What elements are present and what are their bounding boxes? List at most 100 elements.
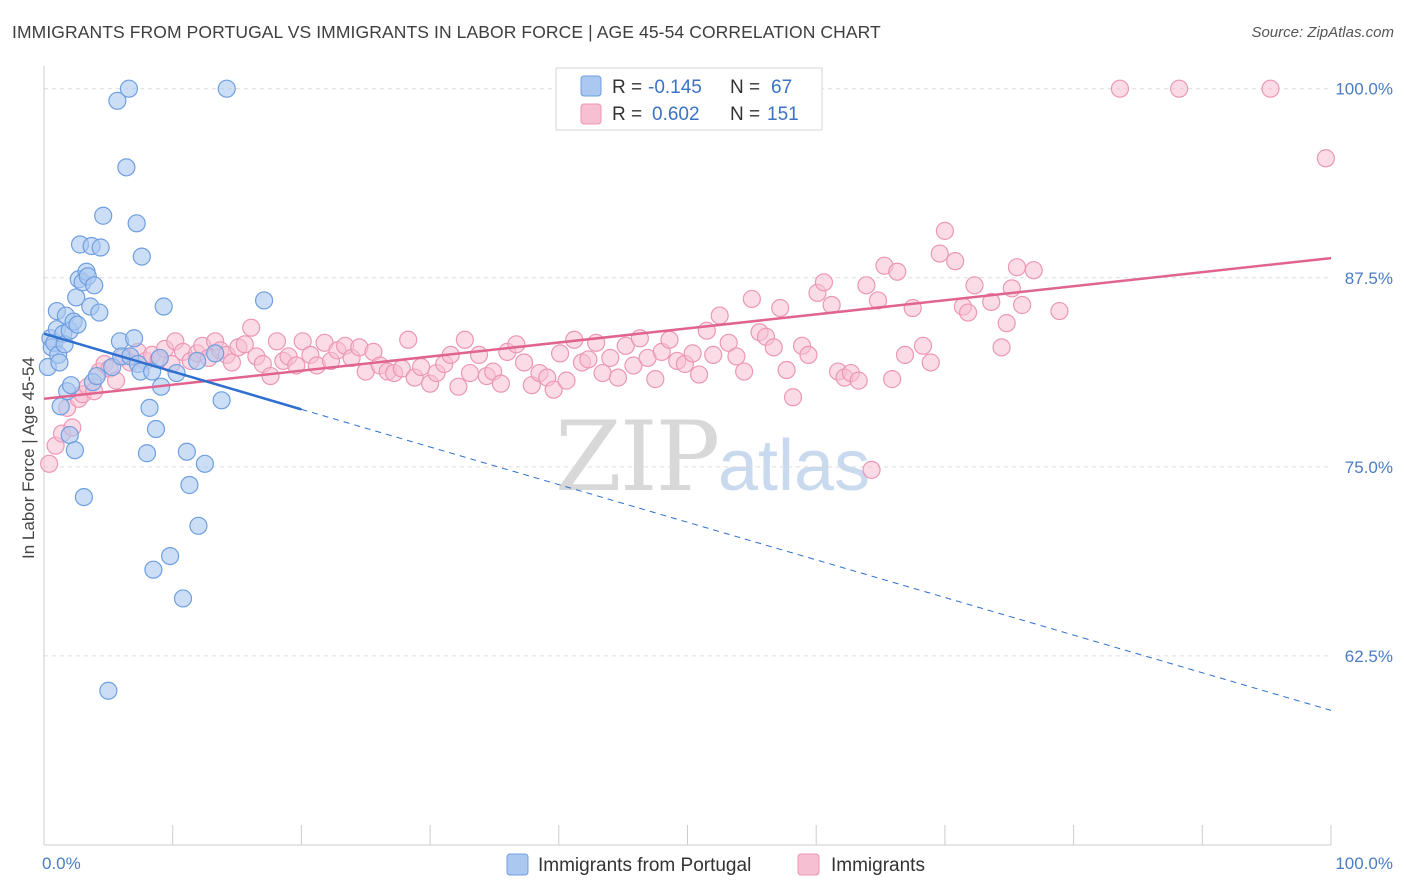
immigrants-point bbox=[935, 221, 955, 240]
tick-labels: 62.5% 75.0% 87.5% 100.0% 0.0% 100.0% bbox=[42, 80, 1393, 873]
legend-r-value-1: -0.145 bbox=[648, 77, 702, 98]
portugal-point bbox=[188, 351, 207, 371]
portugal-point bbox=[195, 454, 214, 473]
immigrants-point bbox=[1316, 149, 1335, 168]
immigrants-point bbox=[491, 374, 510, 393]
portugal-point bbox=[173, 589, 193, 608]
immigrants-point bbox=[946, 252, 965, 271]
immigrants-point bbox=[660, 330, 679, 349]
immigrants-point bbox=[799, 345, 818, 365]
immigrants-point bbox=[1110, 79, 1130, 98]
portugal-point bbox=[217, 79, 236, 98]
immigrants-point bbox=[507, 335, 526, 354]
portugal-point bbox=[177, 442, 196, 461]
immigrants-point bbox=[593, 363, 612, 383]
portugal-point bbox=[154, 297, 173, 316]
immigrants-point bbox=[849, 371, 868, 390]
immigrants-point bbox=[460, 363, 480, 383]
portugal-point bbox=[85, 276, 104, 295]
immigrants-point bbox=[857, 276, 876, 295]
immigrants-point bbox=[1170, 79, 1189, 98]
immigrants-point bbox=[267, 332, 287, 351]
immigrants-point bbox=[814, 273, 834, 292]
immigrants-point bbox=[913, 336, 933, 355]
immigrants-point bbox=[710, 306, 729, 325]
watermark: ZIP atlas bbox=[555, 401, 870, 513]
legend-n-value-2: 151 bbox=[767, 104, 799, 125]
portugal-point bbox=[94, 206, 113, 225]
immigrants-point bbox=[1050, 301, 1069, 321]
immigrants-trend-line bbox=[43, 256, 1332, 401]
portugal-point bbox=[254, 291, 274, 310]
immigrants-point bbox=[895, 345, 915, 365]
legend-n-label-2: N = bbox=[730, 104, 760, 125]
immigrants-point bbox=[455, 330, 474, 349]
immigrants-point bbox=[868, 291, 888, 310]
legend-r-label-1: R = bbox=[612, 77, 642, 98]
portugal-point bbox=[90, 303, 109, 322]
portugal-point bbox=[61, 376, 81, 395]
portugal-point bbox=[50, 353, 69, 372]
portugal-point bbox=[108, 91, 127, 110]
immigrants-point bbox=[783, 388, 803, 407]
immigrants-point bbox=[997, 314, 1016, 333]
bottom-legend-swatch-portugal bbox=[506, 853, 529, 876]
portugal-point bbox=[144, 560, 163, 579]
immigrants-point bbox=[764, 338, 783, 357]
immigrants-points bbox=[40, 79, 1335, 479]
portugal-point bbox=[87, 366, 106, 386]
portugal-point bbox=[206, 344, 225, 363]
x-tick-label-1: 100.0% bbox=[1335, 854, 1393, 873]
trend-lines bbox=[43, 256, 1332, 711]
source-credit: Source: ZipAtlas.com bbox=[1251, 24, 1394, 41]
immigrants-point bbox=[608, 368, 628, 387]
portugal-point bbox=[140, 398, 159, 417]
portugal-point bbox=[132, 247, 151, 266]
watermark-atlas: atlas bbox=[718, 426, 870, 506]
immigrants-point bbox=[624, 356, 643, 375]
legend-n-value-1: 67 bbox=[771, 77, 792, 98]
immigrants-point bbox=[550, 344, 570, 363]
bottom-legend: Immigrants from Portugal Immigrants bbox=[506, 853, 925, 876]
watermark-zip: ZIP bbox=[555, 401, 718, 513]
immigrants-point bbox=[579, 350, 598, 369]
immigrants-point bbox=[616, 336, 635, 355]
y-tick-label-0: 62.5% bbox=[1345, 647, 1393, 666]
immigrants-point bbox=[719, 333, 738, 352]
portugal-point bbox=[99, 681, 118, 700]
portugal-point bbox=[91, 238, 110, 257]
immigrants-point bbox=[888, 262, 907, 281]
portugal-point bbox=[68, 315, 87, 334]
y-tick-label-3: 100.0% bbox=[1335, 80, 1393, 99]
portugal-point bbox=[146, 419, 166, 439]
immigrants-point bbox=[469, 345, 489, 365]
immigrants-point bbox=[735, 362, 754, 381]
immigrants-point bbox=[242, 318, 261, 337]
immigrants-point bbox=[557, 371, 576, 390]
portugal-point bbox=[117, 158, 136, 177]
immigrants-point bbox=[771, 298, 790, 318]
portugal-point bbox=[51, 397, 70, 416]
portugal-point bbox=[150, 348, 169, 368]
legend-swatch-portugal bbox=[580, 75, 602, 97]
immigrants-point bbox=[883, 370, 902, 389]
legend-r-value-2: 0.602 bbox=[652, 104, 700, 125]
legend-n-label-1: N = bbox=[730, 77, 760, 98]
immigrants-point bbox=[399, 330, 418, 349]
axes bbox=[43, 66, 1332, 846]
y-axis-label: In Labor Force | Age 45-54 bbox=[19, 357, 38, 559]
portugal-point bbox=[127, 214, 146, 233]
bottom-legend-swatch-immigrants bbox=[797, 853, 820, 876]
immigrants-point bbox=[222, 353, 242, 372]
chart-title: IMMIGRANTS FROM PORTUGAL VS IMMIGRANTS I… bbox=[12, 22, 881, 42]
immigrants-point bbox=[742, 289, 761, 309]
immigrants-point bbox=[293, 332, 312, 351]
portugal-point bbox=[212, 391, 231, 410]
portugal-point bbox=[65, 441, 84, 460]
portugal-trend-extension bbox=[301, 408, 1332, 711]
immigrants-point bbox=[921, 353, 940, 372]
portugal-point bbox=[137, 444, 157, 463]
immigrants-point bbox=[544, 380, 563, 399]
immigrants-point bbox=[261, 366, 280, 386]
immigrants-point bbox=[862, 460, 881, 479]
